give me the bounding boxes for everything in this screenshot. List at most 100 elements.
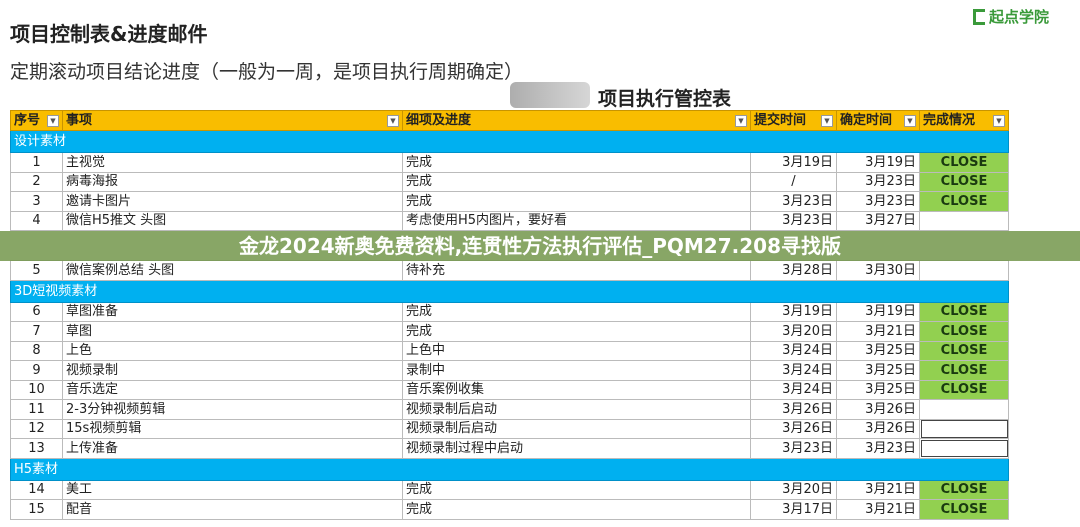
cell-detail[interactable]: 音乐案例收集 bbox=[402, 379, 751, 400]
cell-detail[interactable]: 完成 bbox=[402, 171, 751, 192]
cell-confirm-date[interactable]: 3月23日 bbox=[836, 171, 920, 192]
cell-item[interactable]: 2-3分钟视频剪辑 bbox=[62, 399, 403, 420]
cell-submit-date[interactable]: 3月28日 bbox=[750, 260, 837, 281]
cell-detail[interactable]: 视频录制后启动 bbox=[402, 418, 751, 439]
cell-confirm-date[interactable]: 3月25日 bbox=[836, 379, 920, 400]
cell-index[interactable]: 3 bbox=[10, 191, 63, 212]
cell-status[interactable] bbox=[919, 438, 1009, 459]
cell-status[interactable]: CLOSE bbox=[919, 152, 1009, 173]
column-header[interactable]: 确定时间 ▼ bbox=[836, 110, 920, 131]
column-header[interactable]: 提交时间 ▼ bbox=[750, 110, 837, 131]
cell-submit-date[interactable]: 3月24日 bbox=[750, 360, 837, 381]
cell-status[interactable]: CLOSE bbox=[919, 301, 1009, 322]
cell-confirm-date[interactable]: 3月19日 bbox=[836, 152, 920, 173]
cell-item[interactable]: 美工 bbox=[62, 479, 403, 500]
cell-item[interactable]: 病毒海报 bbox=[62, 171, 403, 192]
column-header[interactable]: 事项 ▼ bbox=[62, 110, 403, 131]
cell-index[interactable]: 11 bbox=[10, 399, 63, 420]
cell-confirm-date[interactable]: 3月27日 bbox=[836, 210, 920, 231]
cell-item[interactable]: 微信案例总结 头图 bbox=[62, 260, 403, 281]
cell-index[interactable]: 10 bbox=[10, 379, 63, 400]
cell-confirm-date[interactable]: 3月30日 bbox=[836, 260, 920, 281]
cell-status[interactable]: CLOSE bbox=[919, 479, 1009, 500]
cell-status[interactable] bbox=[919, 260, 1009, 281]
cell-index[interactable]: 14 bbox=[10, 479, 63, 500]
cell-index[interactable]: 13 bbox=[10, 438, 63, 459]
cell-confirm-date[interactable]: 3月21日 bbox=[836, 499, 920, 520]
cell-confirm-date[interactable]: 3月26日 bbox=[836, 418, 920, 439]
cell-confirm-date[interactable]: 3月19日 bbox=[836, 301, 920, 322]
cell-item[interactable]: 配音 bbox=[62, 499, 403, 520]
cell-detail[interactable]: 完成 bbox=[402, 321, 751, 342]
cell-detail[interactable]: 视频录制后启动 bbox=[402, 399, 751, 420]
cell-confirm-date[interactable]: 3月23日 bbox=[836, 438, 920, 459]
cell-submit-date[interactable]: 3月23日 bbox=[750, 210, 837, 231]
cell-index[interactable]: 1 bbox=[10, 152, 63, 173]
cell-submit-date[interactable]: 3月17日 bbox=[750, 499, 837, 520]
cell-item[interactable]: 音乐选定 bbox=[62, 379, 403, 400]
filter-dropdown-icon[interactable]: ▼ bbox=[993, 115, 1005, 127]
cell-item[interactable]: 邀请卡图片 bbox=[62, 191, 403, 212]
cell-item[interactable]: 15s视频剪辑 bbox=[62, 418, 403, 439]
cell-detail[interactable]: 完成 bbox=[402, 191, 751, 212]
cell-confirm-date[interactable]: 3月26日 bbox=[836, 399, 920, 420]
cell-item[interactable]: 草图准备 bbox=[62, 301, 403, 322]
cell-detail[interactable]: 视频录制过程中启动 bbox=[402, 438, 751, 459]
filter-dropdown-icon[interactable]: ▼ bbox=[735, 115, 747, 127]
column-header[interactable]: 完成情况 ▼ bbox=[919, 110, 1009, 131]
cell-index[interactable]: 5 bbox=[10, 260, 63, 281]
filter-dropdown-icon[interactable]: ▼ bbox=[387, 115, 399, 127]
cell-submit-date[interactable]: 3月24日 bbox=[750, 340, 837, 361]
cell-detail[interactable]: 完成 bbox=[402, 301, 751, 322]
column-header[interactable]: 序号 ▼ bbox=[10, 110, 63, 131]
cell-detail[interactable]: 完成 bbox=[402, 479, 751, 500]
cell-submit-date[interactable]: 3月19日 bbox=[750, 301, 837, 322]
cell-submit-date[interactable]: 3月26日 bbox=[750, 399, 837, 420]
cell-submit-date[interactable]: 3月24日 bbox=[750, 379, 837, 400]
cell-submit-date[interactable]: 3月26日 bbox=[750, 418, 837, 439]
cell-confirm-date[interactable]: 3月25日 bbox=[836, 340, 920, 361]
cell-index[interactable]: 7 bbox=[10, 321, 63, 342]
cell-item[interactable]: 主视觉 bbox=[62, 152, 403, 173]
filter-dropdown-icon[interactable]: ▼ bbox=[904, 115, 916, 127]
cell-index[interactable]: 12 bbox=[10, 418, 63, 439]
cell-detail[interactable]: 录制中 bbox=[402, 360, 751, 381]
cell-status[interactable]: CLOSE bbox=[919, 379, 1009, 400]
cell-index[interactable]: 2 bbox=[10, 171, 63, 192]
cell-item[interactable]: 上传准备 bbox=[62, 438, 403, 459]
filter-dropdown-icon[interactable]: ▼ bbox=[821, 115, 833, 127]
cell-index[interactable]: 6 bbox=[10, 301, 63, 322]
cell-submit-date[interactable]: / bbox=[750, 171, 837, 192]
cell-index[interactable]: 4 bbox=[10, 210, 63, 231]
cell-submit-date[interactable]: 3月19日 bbox=[750, 152, 837, 173]
cell-confirm-date[interactable]: 3月23日 bbox=[836, 191, 920, 212]
cell-submit-date[interactable]: 3月23日 bbox=[750, 191, 837, 212]
cell-confirm-date[interactable]: 3月21日 bbox=[836, 321, 920, 342]
cell-index[interactable]: 9 bbox=[10, 360, 63, 381]
cell-detail[interactable]: 待补充 bbox=[402, 260, 751, 281]
cell-status[interactable] bbox=[919, 399, 1009, 420]
cell-submit-date[interactable]: 3月20日 bbox=[750, 479, 837, 500]
cell-index[interactable]: 15 bbox=[10, 499, 63, 520]
cell-item[interactable]: 草图 bbox=[62, 321, 403, 342]
cell-status[interactable]: CLOSE bbox=[919, 191, 1009, 212]
cell-confirm-date[interactable]: 3月25日 bbox=[836, 360, 920, 381]
cell-status[interactable]: CLOSE bbox=[919, 321, 1009, 342]
cell-status[interactable] bbox=[919, 210, 1009, 231]
filter-dropdown-icon[interactable]: ▼ bbox=[47, 115, 59, 127]
cell-confirm-date[interactable]: 3月21日 bbox=[836, 479, 920, 500]
cell-detail[interactable]: 完成 bbox=[402, 499, 751, 520]
cell-detail[interactable]: 考虑使用H5内图片，要好看 bbox=[402, 210, 751, 231]
cell-status[interactable]: CLOSE bbox=[919, 499, 1009, 520]
cell-status[interactable]: CLOSE bbox=[919, 340, 1009, 361]
cell-detail[interactable]: 上色中 bbox=[402, 340, 751, 361]
cell-submit-date[interactable]: 3月23日 bbox=[750, 438, 837, 459]
cell-status[interactable]: CLOSE bbox=[919, 360, 1009, 381]
cell-status[interactable] bbox=[919, 418, 1009, 439]
cell-status[interactable]: CLOSE bbox=[919, 171, 1009, 192]
cell-item[interactable]: 上色 bbox=[62, 340, 403, 361]
cell-submit-date[interactable]: 3月20日 bbox=[750, 321, 837, 342]
cell-index[interactable]: 8 bbox=[10, 340, 63, 361]
column-header[interactable]: 细项及进度 ▼ bbox=[402, 110, 751, 131]
cell-item[interactable]: 视频录制 bbox=[62, 360, 403, 381]
